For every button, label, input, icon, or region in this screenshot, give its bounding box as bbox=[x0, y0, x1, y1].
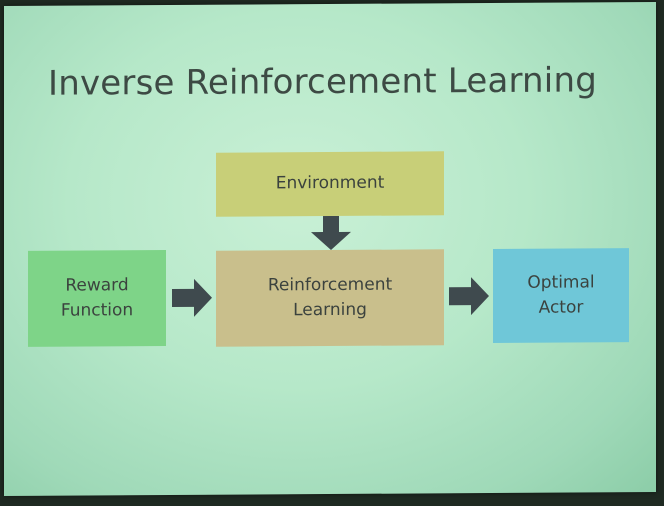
slide-title: Inverse Reinforcement Learning bbox=[48, 60, 597, 104]
reinforcement-learning-box: Reinforcement Learning bbox=[216, 249, 444, 347]
reward-function-box: Reward Function bbox=[28, 250, 166, 347]
right-arrow-icon bbox=[449, 277, 489, 316]
right-arrow-icon bbox=[172, 278, 212, 317]
optimal-actor-box: Optimal Actor bbox=[493, 248, 629, 344]
environment-box: Environment bbox=[216, 151, 444, 217]
slide: Inverse Reinforcement Learning Environme… bbox=[4, 2, 656, 496]
down-arrow-icon bbox=[311, 215, 351, 250]
